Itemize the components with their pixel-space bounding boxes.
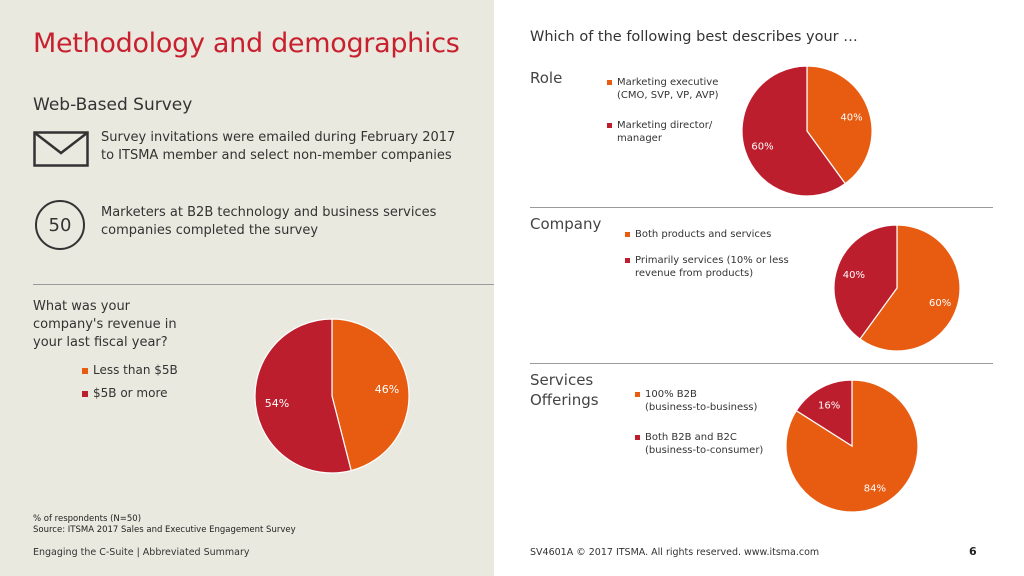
role-legend-item-2: Marketing director/manager — [607, 119, 712, 145]
role-pie-slice-1 — [806, 65, 873, 185]
services-slice-label-2: 16% — [818, 400, 840, 411]
revenue-question-line-2: company's revenue in — [33, 317, 177, 332]
role-slice-label-2: 60% — [751, 141, 773, 152]
page-title: Methodology and demographics — [33, 28, 460, 59]
revenue-slice-label-2: 54% — [265, 397, 289, 410]
role-pie-slice-2 — [741, 65, 847, 197]
services-legend-item-1: 100% B2B (business-to-business) — [635, 388, 757, 414]
legend-label: $5B or more — [93, 386, 168, 400]
role-divider — [530, 207, 993, 208]
source-note: % of respondents (N=50) Source: ITSMA 20… — [33, 514, 296, 536]
revenue-question: What was your company's revenue in your … — [33, 298, 177, 352]
revenue-question-line-3: your last fiscal year? — [33, 335, 168, 350]
page-number: 6 — [969, 545, 977, 558]
legend-swatch — [607, 123, 612, 128]
legend-swatch — [625, 232, 630, 237]
company-slice-label-1: 60% — [929, 298, 951, 309]
services-pie-slice-2 — [795, 379, 853, 448]
respondent-count-badge: 50 — [35, 200, 85, 250]
respondents-text-line-1: Marketers at B2B technology and business… — [101, 205, 437, 220]
invite-text: Survey invitations were emailed during F… — [101, 129, 455, 165]
invite-text-line-2: to ITSMA member and select non-member co… — [101, 148, 452, 163]
services-legend-item-2: Both B2B and B2C (business-to-consumer) — [635, 431, 763, 457]
company-slice-label-2: 40% — [843, 270, 865, 281]
legend-label: Less than $5B — [93, 363, 178, 377]
revenue-legend-item-2: $5B or more — [82, 386, 168, 400]
revenue-pie-slice-2 — [254, 318, 352, 474]
survey-method-subtitle: Web-Based Survey — [33, 95, 193, 115]
copyright-footer: SV4601A © 2017 ITSMA. All rights reserve… — [530, 547, 820, 558]
company-legend-item-2: Primarily services (10% or less revenue f… — [625, 254, 789, 280]
company-legend-item-1: Both products and services — [625, 228, 771, 241]
services-section-label: Services Offerings — [530, 371, 599, 409]
legend-swatch — [607, 80, 612, 85]
company-pie-slice-2 — [833, 224, 898, 340]
respondents-note: % of respondents (N=50) — [33, 514, 142, 524]
legend-swatch — [635, 392, 640, 397]
left-panel — [0, 0, 494, 576]
company-section-label: Company — [530, 215, 602, 233]
company-divider — [530, 363, 993, 364]
left-footer: Engaging the C-Suite | Abbreviated Summa… — [33, 547, 250, 558]
legend-swatch — [635, 435, 640, 440]
revenue-slice-label-1: 46% — [375, 383, 399, 396]
legend-label: 100% B2B (business-to-business) — [645, 389, 758, 413]
legend-swatch — [82, 391, 88, 397]
role-legend-item-1: Marketing executive (CMO, SVP, VP, AVP) — [607, 76, 719, 102]
services-slice-label-1: 84% — [864, 484, 886, 495]
role-section-label: Role — [530, 69, 563, 87]
left-divider — [33, 284, 494, 285]
company-pie-slice-1 — [859, 224, 961, 352]
revenue-pie-slice-1 — [331, 318, 410, 472]
question-heading: Which of the following best describes yo… — [530, 29, 858, 45]
legend-swatch — [82, 368, 88, 374]
envelope-icon — [33, 131, 89, 167]
legend-label: Primarily services (10% or less revenue f… — [635, 255, 789, 279]
respondents-text-line-2: companies completed the survey — [101, 223, 319, 238]
revenue-question-line-1: What was your — [33, 299, 131, 314]
source-line: Source: ITSMA 2017 Sales and Executive E… — [33, 525, 296, 535]
legend-label: Marketing director/manager — [617, 120, 713, 144]
invite-text-line-1: Survey invitations were emailed during F… — [101, 130, 456, 145]
revenue-legend-item-1: Less than $5B — [82, 363, 178, 377]
legend-label: Both products and services — [635, 229, 772, 240]
legend-label: Marketing executive (CMO, SVP, VP, AVP) — [617, 77, 719, 101]
respondents-text: Marketers at B2B technology and business… — [101, 204, 436, 240]
legend-swatch — [625, 258, 630, 263]
role-slice-label-1: 40% — [840, 113, 862, 124]
legend-label: Both B2B and B2C (business-to-consumer) — [645, 432, 764, 456]
